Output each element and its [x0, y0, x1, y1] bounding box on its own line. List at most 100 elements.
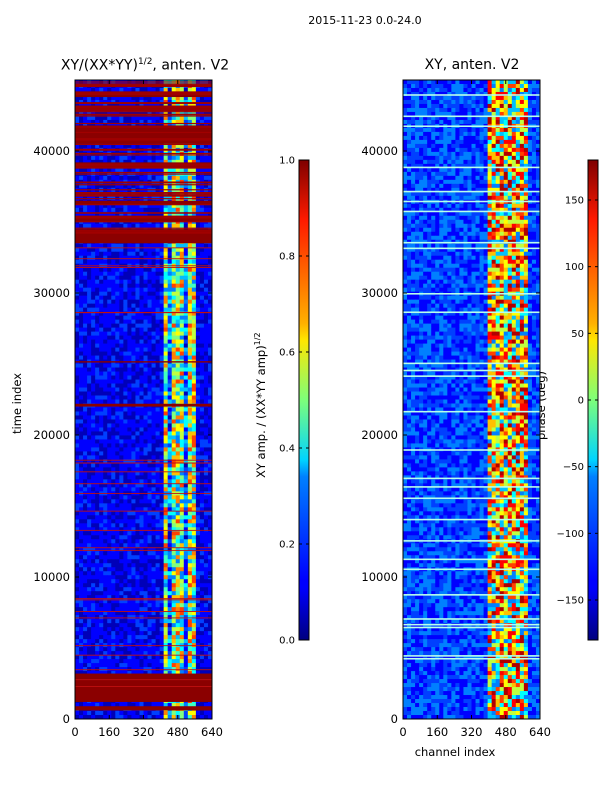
heatmap-cell	[179, 523, 185, 528]
heatmap-cell	[163, 279, 169, 285]
heatmap-cell	[183, 343, 189, 348]
heatmap-cell	[163, 535, 169, 540]
heatmap-cell	[115, 275, 120, 281]
heatmap-cell	[139, 207, 144, 213]
heatmap-cell	[127, 279, 132, 285]
heatmap-cell	[191, 575, 197, 580]
heatmap-cell	[95, 255, 100, 261]
heatmap-cell	[199, 651, 205, 656]
heatmap-cell	[143, 591, 148, 596]
heatmap-cell	[139, 279, 144, 285]
heatmap-cell	[123, 211, 128, 217]
heatmap-cell	[111, 355, 116, 360]
heatmap-cell	[87, 155, 92, 161]
heatmap-cell	[99, 639, 104, 644]
heatmap-cell	[119, 411, 124, 416]
heatmap-cell	[107, 459, 112, 464]
heatmap-cell	[203, 535, 209, 540]
heatmap-cell	[75, 115, 80, 121]
heatmap-cell	[91, 639, 96, 644]
heatmap-cell	[95, 343, 100, 348]
heatmap-cell	[119, 295, 124, 301]
heatmap-cell	[111, 291, 116, 297]
heatmap-cell	[183, 511, 189, 516]
heatmap-cell	[143, 243, 148, 249]
heatmap-cell	[147, 151, 152, 157]
heatmap-cell	[143, 319, 148, 325]
heatmap-cell	[99, 647, 104, 652]
heatmap-cell	[167, 523, 173, 528]
heatmap-cell	[155, 371, 161, 376]
heatmap-cell	[123, 659, 128, 664]
heatmap-cell	[199, 467, 205, 472]
heatmap-cell	[123, 299, 128, 305]
heatmap-cell	[159, 343, 165, 348]
heatmap-cell	[131, 291, 136, 297]
heatmap-cell	[187, 559, 193, 564]
heatmap-cell	[187, 207, 193, 213]
heatmap-cell	[119, 319, 124, 325]
heatmap-cell	[195, 635, 201, 640]
heatmap-cell	[167, 331, 173, 336]
heatmap-cell	[83, 283, 88, 289]
heatmap-cell	[91, 295, 96, 301]
heatmap-cell	[95, 563, 100, 568]
heatmap-cell	[83, 535, 88, 540]
heatmap-cell	[123, 343, 128, 348]
heatmap-cell	[119, 459, 124, 464]
heatmap-cell	[183, 427, 189, 432]
heatmap-cell	[75, 471, 80, 476]
heatmap-cell	[191, 387, 197, 392]
heatmap-cell	[143, 407, 148, 412]
heatmap-cell	[99, 611, 104, 616]
heatmap-cell	[87, 631, 92, 636]
heatmap-cell	[115, 319, 120, 325]
heatmap-cell	[155, 463, 161, 468]
heatmap-cell	[195, 451, 201, 456]
heatmap-cell	[115, 415, 120, 420]
heatmap-cell	[147, 611, 152, 616]
heatmap-cell	[87, 299, 92, 305]
heatmap-cell	[167, 575, 173, 580]
heatmap-cell	[79, 619, 84, 624]
heatmap-cell	[191, 595, 197, 600]
heatmap-cell	[143, 495, 148, 500]
heatmap-cell	[163, 203, 169, 209]
heatmap-cell	[131, 591, 136, 596]
heatmap-cell	[111, 615, 116, 620]
heatmap-cell	[179, 611, 185, 616]
heatmap-cell	[203, 271, 209, 277]
heatmap-cell	[171, 267, 177, 273]
heatmap-cell	[83, 499, 88, 504]
heatmap-cell	[139, 331, 144, 336]
heatmap-cell	[143, 555, 148, 560]
heatmap-cell	[127, 391, 132, 396]
heatmap-cell	[95, 519, 100, 524]
heatmap-cell	[151, 619, 156, 624]
heatmap-cell	[83, 463, 88, 468]
heatmap-cell	[79, 575, 84, 580]
heatmap-cell	[179, 447, 185, 452]
heatmap-cell	[155, 255, 161, 261]
heatmap-cell	[99, 503, 104, 508]
heatmap-cell	[83, 627, 88, 632]
heatmap-cell	[119, 579, 124, 584]
heatmap-cell	[143, 271, 148, 277]
heatmap-cell	[195, 499, 201, 504]
heatmap-cell	[95, 207, 100, 213]
heatmap-cell	[179, 259, 185, 265]
heatmap-cell	[167, 319, 173, 325]
heatmap-cell	[203, 447, 209, 452]
heatmap-cell	[115, 623, 120, 628]
heatmap-cell	[87, 663, 92, 668]
heatmap-cell	[167, 479, 173, 484]
heatmap-cell	[91, 599, 96, 604]
heatmap-cell	[151, 255, 156, 261]
heatmap-cell	[167, 115, 173, 121]
heatmap-cell	[127, 519, 132, 524]
heatmap-cell	[195, 335, 201, 340]
heatmap-cell	[143, 307, 148, 313]
heatmap-cell	[163, 499, 169, 504]
heatmap-cell	[139, 347, 144, 352]
heatmap-cell	[139, 383, 144, 388]
